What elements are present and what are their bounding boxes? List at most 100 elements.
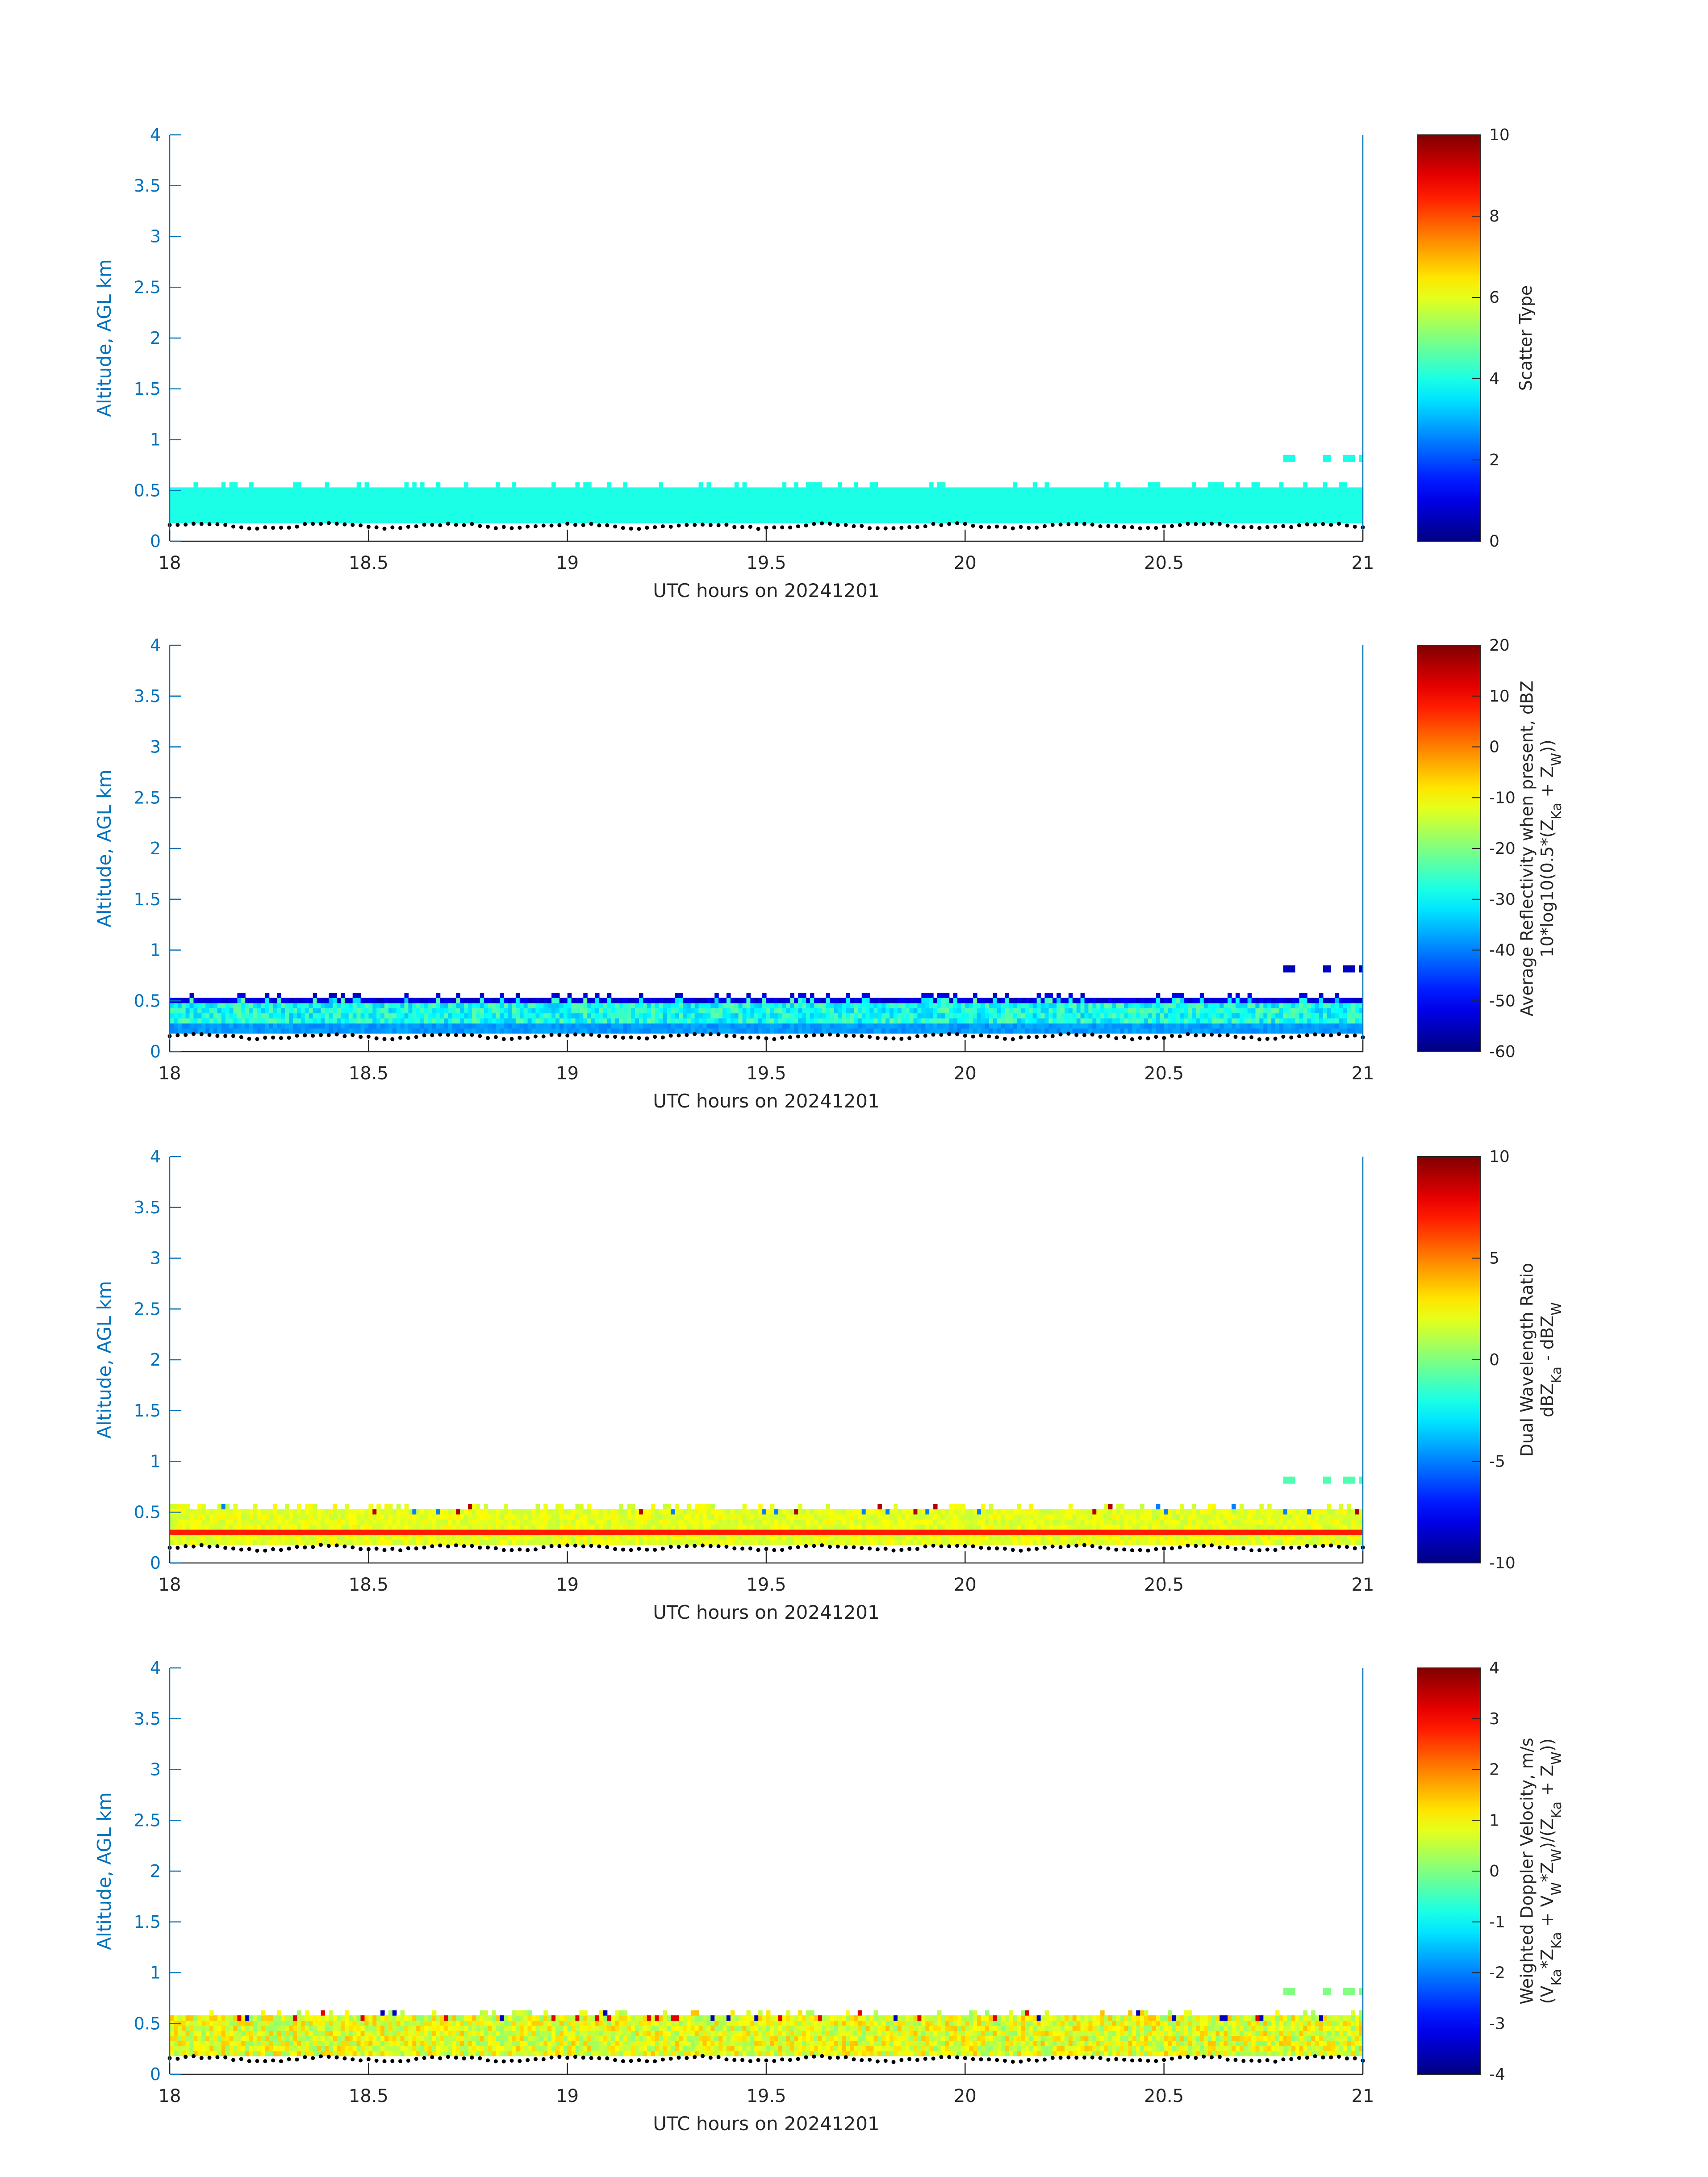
heatmap-cell xyxy=(965,998,969,1003)
heatmap-cell xyxy=(444,497,449,503)
heatmap-cell xyxy=(989,487,994,493)
heatmap-cell xyxy=(682,513,687,518)
heatmap-cell xyxy=(1203,492,1208,498)
heatmap-cell xyxy=(830,487,835,493)
heatmap-cell xyxy=(563,1008,568,1014)
heatmap-cell xyxy=(758,1003,763,1008)
heatmap-cell xyxy=(472,507,476,513)
heatmap-cell xyxy=(710,513,715,518)
heatmap-cell xyxy=(818,502,823,508)
heatmap-cell xyxy=(742,513,747,518)
heatmap-cell xyxy=(595,518,600,523)
heatmap-cell xyxy=(714,1018,719,1024)
heatmap-cell xyxy=(408,1018,413,1024)
heatmap-cell xyxy=(1283,998,1288,1003)
heatmap-cell xyxy=(508,1003,512,1008)
heatmap-cell xyxy=(1148,487,1153,493)
heatmap-cell xyxy=(1335,998,1340,1003)
heatmap-cell xyxy=(193,1519,198,1525)
heatmap-cell xyxy=(1207,507,1212,513)
heatmap-cell xyxy=(205,518,210,523)
heatmap-cell xyxy=(1180,487,1184,493)
heatmap-cell xyxy=(758,1018,763,1024)
heatmap-cell xyxy=(627,1023,631,1029)
heatmap-cell xyxy=(356,998,361,1003)
heatmap-cell xyxy=(865,507,870,513)
heatmap-cell xyxy=(452,1013,456,1019)
heatmap-cell xyxy=(309,497,313,503)
heatmap-cell xyxy=(1347,1028,1351,1034)
heatmap-cell xyxy=(333,487,337,493)
heatmap-cell xyxy=(754,998,759,1003)
heatmap-cell xyxy=(170,518,174,523)
heatmap-cell xyxy=(1164,497,1169,503)
heatmap-cell xyxy=(1116,518,1121,523)
heatmap-cell xyxy=(750,507,755,513)
heatmap-cell xyxy=(317,497,322,503)
heatmap-cell xyxy=(587,513,592,518)
ground-dot xyxy=(374,525,379,530)
heatmap-cell xyxy=(1271,513,1276,518)
heatmap-cell xyxy=(1219,998,1224,1003)
heatmap-cell xyxy=(189,1008,194,1014)
heatmap-cell xyxy=(1255,1013,1260,1019)
heatmap-cell xyxy=(464,1023,468,1029)
heatmap-cell xyxy=(193,998,198,1003)
heatmap-cell xyxy=(1032,1023,1037,1029)
heatmap-cell xyxy=(690,497,695,503)
heatmap-cell xyxy=(313,497,317,503)
heatmap-cell xyxy=(639,1018,643,1024)
ground-dot xyxy=(263,525,267,530)
heatmap-cell xyxy=(846,1003,850,1008)
heatmap-cell xyxy=(1359,1023,1363,1029)
heatmap-cell xyxy=(1120,1013,1125,1019)
heatmap-cell xyxy=(607,998,612,1003)
heatmap-cell xyxy=(1327,1023,1332,1029)
heatmap-cell xyxy=(1327,1008,1332,1014)
heatmap-cell xyxy=(1180,518,1184,523)
heatmap-cell xyxy=(321,513,325,518)
heatmap-cell xyxy=(189,492,194,498)
heatmap-cell xyxy=(205,1529,210,1535)
heatmap-cell xyxy=(1295,1028,1300,1034)
ground-dot xyxy=(732,1034,737,1038)
heatmap-cell xyxy=(1355,487,1359,493)
ground-dot xyxy=(1337,1032,1341,1036)
heatmap-cell xyxy=(925,1008,930,1014)
heatmap-cell xyxy=(1199,513,1204,518)
heatmap-cell xyxy=(277,1509,281,1515)
heatmap-cell xyxy=(1152,492,1157,498)
heatmap-cell xyxy=(547,507,552,513)
heatmap-cell xyxy=(170,1534,174,1540)
heatmap-cell xyxy=(1144,513,1148,518)
heatmap-cell xyxy=(850,1028,854,1034)
heatmap-cell xyxy=(778,1008,783,1014)
heatmap-cell xyxy=(1032,502,1037,508)
heatmap-cell xyxy=(1275,1028,1280,1034)
heatmap-cell xyxy=(1144,497,1148,503)
heatmap-cell xyxy=(1224,518,1228,523)
heatmap-cell xyxy=(814,1023,819,1029)
heatmap-cell xyxy=(511,998,516,1003)
heatmap-cell xyxy=(1195,1013,1200,1019)
heatmap-cell xyxy=(205,487,210,493)
heatmap-cell xyxy=(1065,492,1069,498)
heatmap-cell xyxy=(293,502,297,508)
heatmap-cell xyxy=(1152,497,1157,503)
heatmap-cell xyxy=(213,998,218,1003)
heatmap-cell xyxy=(750,998,755,1003)
heatmap-cell xyxy=(237,502,242,508)
ground-dot xyxy=(351,1033,355,1037)
heatmap-cell xyxy=(993,1023,998,1029)
heatmap-cell xyxy=(496,513,500,518)
heatmap-cell xyxy=(563,487,568,493)
heatmap-cell xyxy=(1335,1003,1340,1008)
heatmap-cell xyxy=(269,1534,274,1540)
heatmap-cell xyxy=(440,492,445,498)
ground-dot xyxy=(359,523,363,527)
heatmap-cell xyxy=(766,497,771,503)
heatmap-cell xyxy=(857,1018,862,1024)
heatmap-cell xyxy=(1319,502,1324,508)
heatmap-cell xyxy=(698,482,703,488)
heatmap-cell xyxy=(436,998,441,1003)
